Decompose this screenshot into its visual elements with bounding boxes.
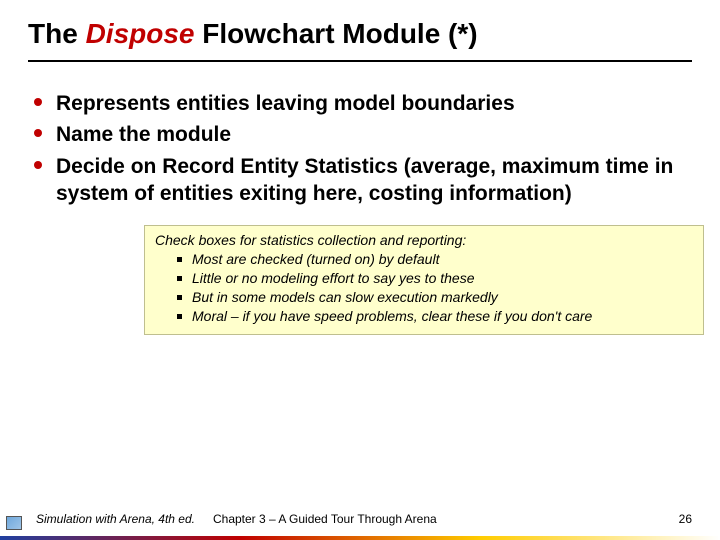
slide-title: The Dispose Flowchart Module (*) [28, 18, 692, 62]
note-text: Moral – if you have speed problems, clea… [192, 307, 592, 326]
square-bullet-icon [177, 295, 182, 300]
bullet-text: Decide on Record Entity Statistics (aver… [56, 153, 676, 208]
note-heading: Check boxes for statistics collection an… [155, 232, 693, 248]
bullet-item: Represents entities leaving model bounda… [34, 90, 692, 117]
note-item: Moral – if you have speed problems, clea… [177, 307, 693, 326]
square-bullet-icon [177, 314, 182, 319]
footer-chapter: Chapter 3 – A Guided Tour Through Arena [213, 512, 437, 526]
bullet-item: Name the module [34, 121, 692, 148]
bullet-text: Represents entities leaving model bounda… [56, 90, 515, 117]
footer: Simulation with Arena, 4th ed. Chapter 3… [0, 512, 720, 526]
note-item: Little or no modeling effort to say yes … [177, 269, 693, 288]
bullet-item: Decide on Record Entity Statistics (aver… [34, 153, 692, 208]
bullet-text: Name the module [56, 121, 231, 148]
square-bullet-icon [177, 276, 182, 281]
footer-book: Simulation with Arena, 4th ed. [36, 512, 195, 526]
bullet-list: Represents entities leaving model bounda… [34, 90, 692, 207]
title-highlight: Dispose [86, 18, 195, 49]
note-box: Check boxes for statistics collection an… [144, 225, 704, 335]
note-text: Little or no modeling effort to say yes … [192, 269, 475, 288]
title-post: Flowchart Module (*) [195, 18, 478, 49]
footer-gradient-bar [0, 536, 720, 540]
slide: The Dispose Flowchart Module (*) Represe… [0, 0, 720, 540]
note-item: But in some models can slow execution ma… [177, 288, 693, 307]
square-bullet-icon [177, 257, 182, 262]
bullet-dot-icon [34, 98, 42, 106]
note-text: Most are checked (turned on) by default [192, 250, 439, 269]
footer-page-number: 26 [679, 512, 692, 526]
note-text: But in some models can slow execution ma… [192, 288, 498, 307]
note-item: Most are checked (turned on) by default [177, 250, 693, 269]
title-pre: The [28, 18, 86, 49]
bullet-dot-icon [34, 161, 42, 169]
bullet-dot-icon [34, 129, 42, 137]
